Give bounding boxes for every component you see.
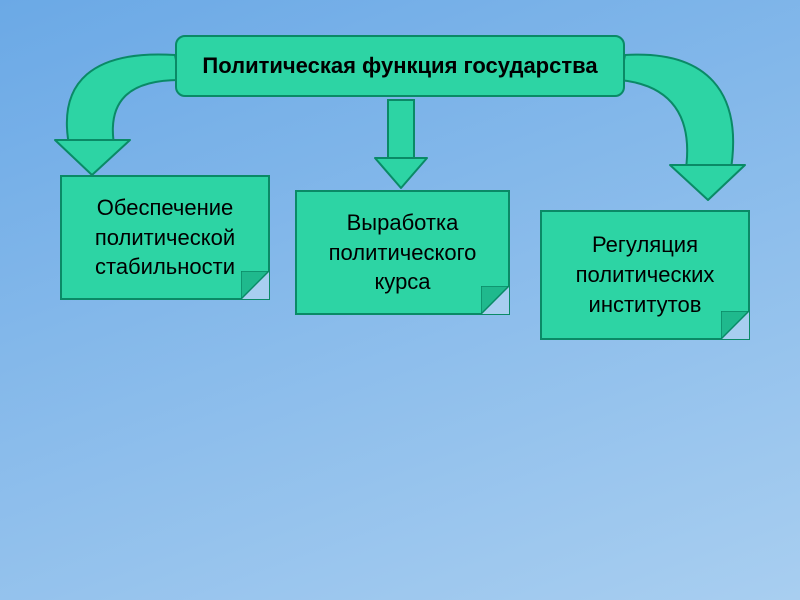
arrow-right-curve: [620, 55, 733, 175]
diagram-canvas: Политическая функция государства Обеспече…: [0, 0, 800, 600]
child-box-label: Регуляция политических институтов: [552, 230, 738, 319]
child-box-course: Выработка политического курса: [295, 190, 510, 315]
folded-corner-icon: [481, 286, 509, 314]
arrow-right-head: [670, 165, 745, 200]
title-box: Политическая функция государства: [175, 35, 625, 97]
arrow-left-head: [55, 140, 130, 175]
arrow-down-head: [375, 158, 427, 188]
child-box-stability: Обеспечение политической стабильности: [60, 175, 270, 300]
child-box-label: Обеспечение политической стабильности: [72, 193, 258, 282]
folded-corner-icon: [241, 271, 269, 299]
folded-corner-icon: [721, 311, 749, 339]
child-box-label: Выработка политического курса: [307, 208, 498, 297]
child-box-institutes: Регуляция политических институтов: [540, 210, 750, 340]
arrow-left-curve: [67, 54, 180, 150]
arrow-down-shaft: [388, 100, 414, 160]
